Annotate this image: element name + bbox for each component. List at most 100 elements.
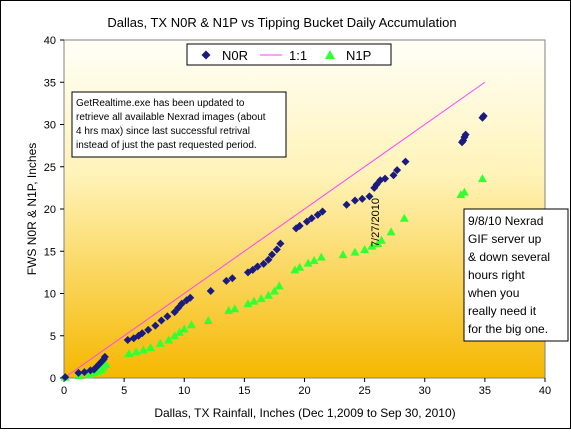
n1p-point [303,258,313,267]
y-tick-label: 0 [50,373,56,385]
n1p-point [309,256,319,265]
y-tick-label: 20 [44,204,56,216]
n0r-point [393,166,402,175]
n1p-point [249,296,259,305]
n0r-point [144,325,153,334]
n0r-point [295,221,304,230]
annotation-server-line-2: GIF server up [468,232,542,246]
chart-title: Dallas, TX N0R & N1P vs Tipping Bucket D… [107,15,456,30]
n0r-point [253,262,262,271]
x-tick-label: 25 [359,385,371,397]
n1p-point [203,316,213,325]
annotation-server-line-6: really need it [468,304,537,318]
annotation-box-update-frame [71,91,287,158]
n0r-point [276,239,285,248]
one-to-one-line [63,81,486,379]
n0r-point [351,196,360,205]
y-tick-label: 5 [50,331,56,343]
annotation-server-line-7: for the big one. [468,322,548,336]
n1p-point [138,345,148,354]
y-tick-label: 25 [44,162,56,174]
annotation-server-line-5: when you [467,286,519,300]
x-tick-label: 35 [479,385,491,397]
n1p-point [367,241,377,250]
n1p-point [459,187,469,196]
x-axis-label: Dallas, TX Rainfall, Inches (Dec 1,2009 … [154,406,455,420]
legend-n1p-marker [325,50,335,59]
n1p-point [101,359,111,368]
n0r-point [479,112,488,121]
n1p-point [179,324,189,333]
x-tick-label: 10 [178,385,190,397]
n0r-point [302,217,311,226]
annotation-box-server-frame [463,208,569,342]
series-n1p [60,174,487,381]
n1p-point [477,174,487,183]
n1p-point [338,250,348,259]
annotation-server-line-3: & down several [468,250,550,264]
n0r-point [61,373,70,382]
legend-line-label: 1:1 [289,48,307,63]
annotation-update-line-1: GetRealtime.exe has been updated to [76,98,245,109]
n1p-point [350,247,360,256]
n0r-point [268,250,277,259]
n1p-point [269,286,279,295]
n0r-point [264,255,273,264]
n1p-point [230,304,240,313]
n0r-point [151,321,160,330]
n0r-point [186,293,195,302]
n1p-point [399,213,409,222]
n0r-point [222,276,231,285]
legend-box [186,43,392,66]
n1p-point [124,348,134,357]
x-tick-label: 40 [539,385,551,397]
n0r-point [74,368,83,377]
n1p-point [290,265,300,274]
n0r-point [157,316,166,325]
n0r-point [461,130,470,139]
n1p-point [170,331,180,340]
n1p-point [146,343,156,352]
annotation-update-line-2: retrieve all available Nexrad images (ab… [76,112,266,123]
annotation-box-update: GetRealtime.exe has been updated to retr… [71,91,287,158]
n0r-point [80,368,89,377]
n1p-point [256,294,266,303]
n0r-point [389,171,398,180]
y-axis-label: FWS N0R & N1P, Inches [25,143,39,276]
n1p-point [164,335,174,344]
n1p-point [295,262,305,271]
n0r-point [206,286,215,295]
tick-labels: 0 5 10 15 20 25 30 35 40 0 5 10 15 20 25 30 35 40 [44,35,551,397]
x-tick-label: 15 [238,385,250,397]
y-tick-label: 40 [44,35,56,47]
n1p-point [174,327,184,336]
n0r-point [342,200,351,209]
n0r-point [248,265,257,274]
n0r-point [138,329,147,338]
n0r-point [313,210,322,219]
y-tick-label: 35 [44,77,56,89]
axis-ticks [60,39,546,382]
n1p-point [376,235,386,244]
n0r-point [259,259,268,268]
legend-n0r-marker [201,50,211,60]
n0r-point [381,174,390,183]
n0r-point [228,274,237,283]
legend-n1p-label: N1P [346,48,371,63]
annotation-update-line-3: 4 hrs max) since last successful retriva… [76,126,250,137]
n0r-point [318,207,327,216]
annotation-update-line-4: instead of just the past requested perio… [76,140,257,151]
n0r-point [163,312,172,321]
n1p-point [243,299,253,308]
n1p-point [263,290,273,299]
n1p-point [131,347,141,356]
n0r-point [100,352,109,361]
y-tick-label: 10 [44,289,56,301]
x-tick-label: 0 [61,385,67,397]
annotation-server-line-1: 9/8/10 Nexrad [468,214,543,228]
y-tick-label: 15 [44,246,56,258]
annotation-box-server: 9/8/10 Nexrad GIF server up & down sever… [463,208,569,342]
n1p-point [274,281,284,290]
